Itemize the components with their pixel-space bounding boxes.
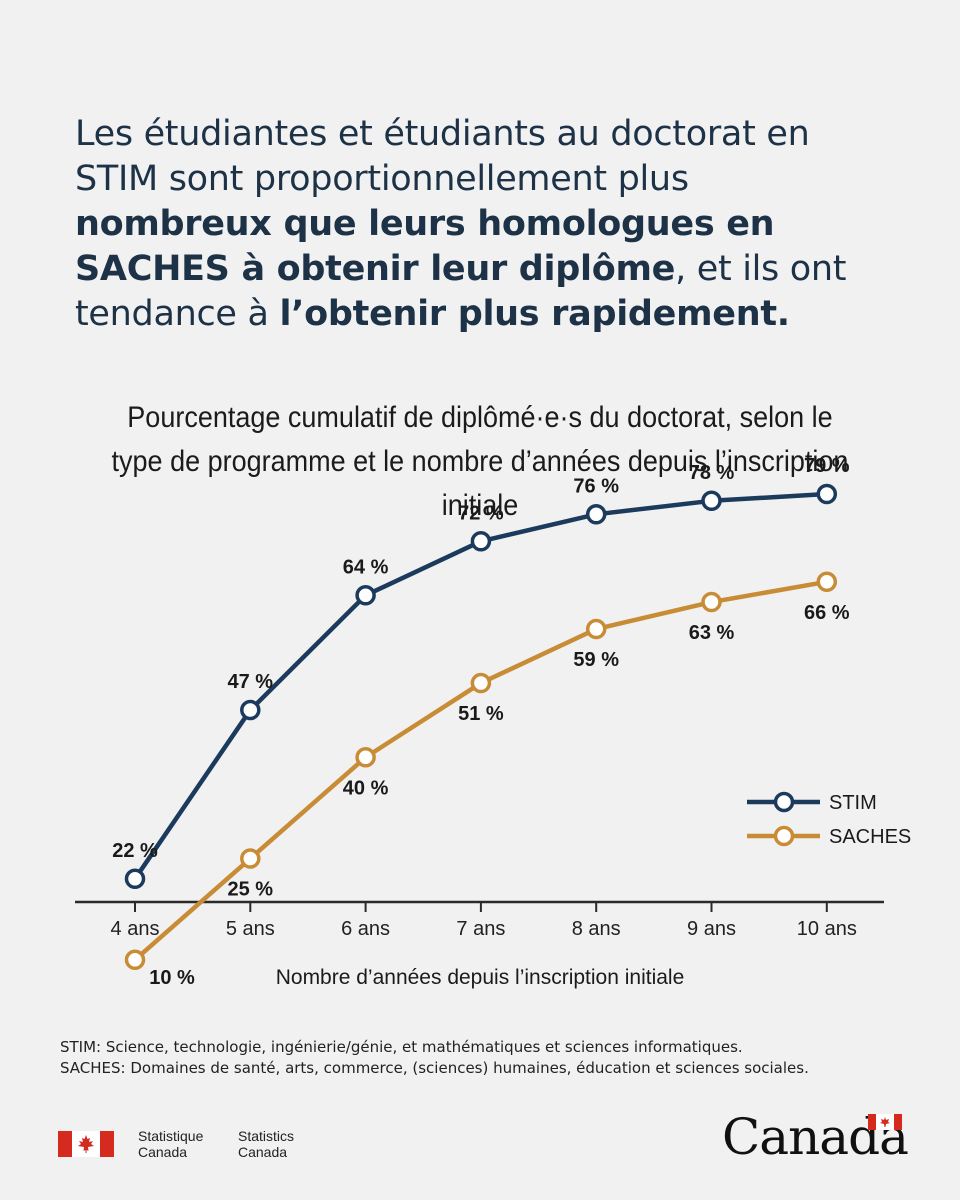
x-axis-title: Nombre d’années depuis l’inscription ini… (276, 966, 685, 989)
x-tick-label: 4 ans (111, 918, 160, 940)
data-label-saches: 10 % (149, 967, 195, 989)
data-label-stim: 72 % (458, 502, 504, 524)
data-point-saches (124, 949, 146, 971)
data-point-saches (470, 672, 492, 694)
headline: Les étudiantes et étudiants au doctorat … (75, 112, 895, 337)
data-point-saches (585, 618, 607, 640)
data-label-stim: 79 % (804, 455, 850, 477)
legend-label-saches: SACHES (829, 826, 911, 848)
chart-title: Pourcentage cumulatif de diplômé·e·s du … (111, 401, 849, 522)
data-label-stim: 78 % (689, 462, 735, 484)
line-chart: 4 ans 5 ans 6 ans 7 ans 8 ans 9 ans 10 ans Nomb… (75, 455, 911, 989)
footnote-saches: SACHES: Domaines de santé, arts, commerc… (60, 1059, 809, 1077)
data-point-stim (701, 490, 722, 512)
data-point-stim (355, 585, 376, 606)
data-label-stim: 47 % (228, 671, 274, 693)
data-point-stim (816, 483, 838, 505)
agency-name-en: Statistics Canada (238, 1128, 295, 1160)
statcan-signature: Statistique Canada Statistics Canada (58, 1128, 308, 1160)
data-point-stim (240, 699, 261, 721)
footnotes: STIM: Science, technologie, ingénierie/g… (60, 1037, 920, 1079)
data-label-stim: 76 % (573, 475, 619, 497)
legend-marker-saches (773, 825, 795, 847)
x-tick-label: 10 ans (797, 918, 857, 940)
headline-part1: Les étudiantes et étudiants au doctorat … (75, 114, 810, 199)
data-label-stim: 64 % (343, 556, 389, 578)
data-point-stim (585, 504, 607, 525)
x-tick-label: 7 ans (456, 918, 505, 940)
data-label-saches: 51 % (458, 703, 504, 725)
headline-part2: , et ils ont tendance à (75, 249, 847, 334)
headline-bold1: nombreux que leurs homologues en SACHES … (75, 204, 775, 289)
footnote-stim: STIM: Science, technologie, ingénierie/g… (60, 1038, 743, 1056)
data-point-stim (124, 868, 146, 890)
data-label-saches: 66 % (804, 602, 850, 624)
canada-flag-icon (58, 1131, 114, 1157)
x-tick-label: 5 ans (226, 918, 275, 940)
x-tick-label: 8 ans (572, 918, 621, 940)
data-label-saches: 40 % (343, 777, 389, 799)
data-label-saches: 59 % (573, 649, 619, 671)
wordmark-flag-icon (868, 1114, 902, 1130)
legend-label-stim: STIM (829, 792, 877, 814)
data-point-saches (816, 571, 838, 593)
data-label-stim: 22 % (112, 840, 158, 862)
x-tick-label: 6 ans (341, 918, 390, 940)
headline-bold2: l’obtenir plus rapidement. (279, 294, 790, 334)
data-label-saches: 63 % (689, 622, 735, 644)
data-point-saches (240, 848, 261, 869)
legend-marker-stim (773, 791, 795, 813)
data-label-saches: 25 % (228, 879, 274, 901)
agency-name-fr: Statistique Canada (138, 1128, 204, 1160)
x-tick-label: 9 ans (687, 918, 736, 940)
data-point-saches (701, 591, 722, 613)
data-point-saches (355, 747, 376, 768)
data-point-stim (470, 531, 492, 552)
